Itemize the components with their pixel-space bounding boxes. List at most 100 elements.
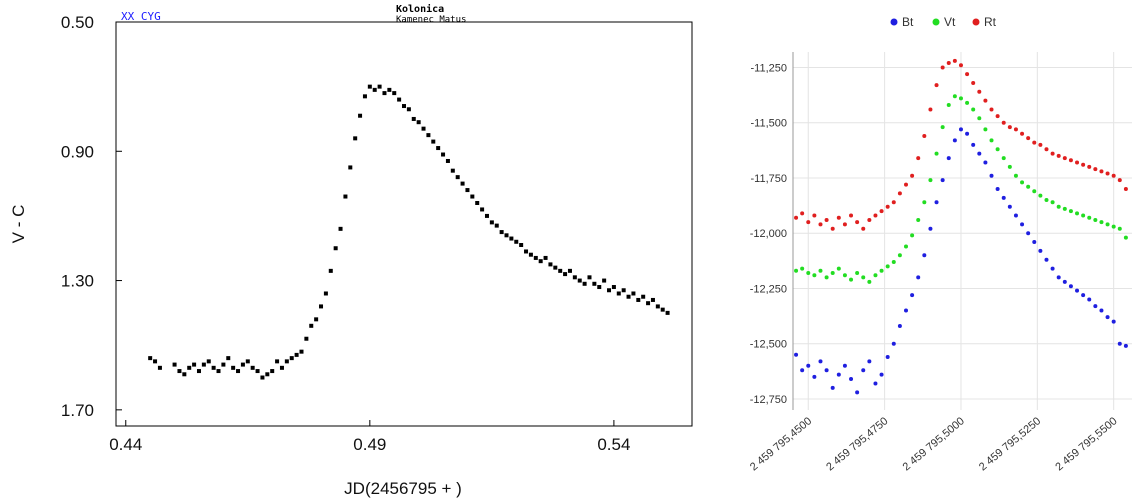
y-tick-label: 1.30 xyxy=(61,272,94,291)
data-point xyxy=(1026,184,1031,189)
data-point xyxy=(548,262,553,267)
y-tick-label: -11,750 xyxy=(751,173,788,185)
data-point xyxy=(922,133,927,138)
data-point xyxy=(226,356,231,361)
data-point xyxy=(563,272,568,277)
data-point xyxy=(1068,158,1073,163)
data-point xyxy=(206,359,211,364)
data-point xyxy=(794,352,799,357)
data-point xyxy=(294,352,299,357)
data-point xyxy=(431,139,436,144)
y-tick-label: -11,500 xyxy=(751,118,788,130)
data-point xyxy=(1087,297,1092,302)
data-point xyxy=(1020,131,1025,136)
data-point xyxy=(465,188,470,193)
data-point xyxy=(1032,240,1037,245)
y-ticks: 0.50 0.90 1.30 1.70 xyxy=(61,13,122,420)
data-point xyxy=(849,213,854,218)
data-point xyxy=(353,136,358,141)
data-point xyxy=(1044,198,1049,203)
data-point xyxy=(655,304,660,309)
data-point xyxy=(977,151,982,156)
data-point xyxy=(660,307,665,312)
data-point xyxy=(1056,204,1061,209)
x-tick-label: 2 459 795,5000 xyxy=(901,415,967,473)
data-point xyxy=(416,120,421,125)
data-point xyxy=(940,178,945,183)
data-point xyxy=(904,244,908,249)
data-point xyxy=(812,273,817,278)
data-point xyxy=(221,362,226,367)
data-point xyxy=(236,369,241,374)
y-tick-label: -12,750 xyxy=(750,394,787,406)
data-point xyxy=(153,359,158,364)
data-point xyxy=(928,107,933,112)
data-point xyxy=(1081,213,1086,218)
data-point xyxy=(1050,151,1055,156)
y-tick-label: -12,000 xyxy=(750,228,787,240)
data-point xyxy=(494,223,499,228)
data-point xyxy=(406,107,411,112)
data-point xyxy=(538,259,543,264)
data-point xyxy=(794,215,799,220)
data-point xyxy=(148,356,153,361)
data-point xyxy=(800,266,805,271)
data-point xyxy=(362,94,367,99)
data-point xyxy=(849,277,854,282)
x-tick-label: 0.49 xyxy=(353,435,386,454)
data-point xyxy=(528,252,533,257)
data-point xyxy=(934,151,939,156)
data-point xyxy=(328,268,333,273)
data-point xyxy=(952,138,957,143)
data-point xyxy=(910,173,915,178)
data-point xyxy=(1062,156,1067,161)
data-point xyxy=(553,265,558,270)
data-point xyxy=(977,116,982,121)
data-point xyxy=(441,152,446,157)
data-point xyxy=(567,268,572,273)
data-point xyxy=(842,273,847,278)
data-point xyxy=(1001,120,1006,125)
legend-marker xyxy=(890,18,898,26)
data-point xyxy=(928,178,933,183)
data-point xyxy=(1013,173,1018,178)
data-point xyxy=(177,369,182,374)
data-point xyxy=(626,294,631,299)
data-point xyxy=(245,359,250,364)
data-point xyxy=(387,87,392,92)
data-point xyxy=(284,359,289,364)
data-point xyxy=(1093,217,1098,222)
x-tick-label: 2 459 795,5250 xyxy=(977,415,1043,473)
data-point xyxy=(836,266,841,271)
data-point xyxy=(965,100,970,105)
data-point xyxy=(514,239,519,244)
data-point xyxy=(952,94,957,99)
data-point xyxy=(1075,160,1080,165)
data-point xyxy=(910,233,915,238)
data-point xyxy=(1056,275,1061,280)
data-point xyxy=(891,259,896,264)
data-point xyxy=(873,381,878,386)
data-point xyxy=(1007,125,1012,130)
data-point xyxy=(873,213,878,218)
data-points xyxy=(794,58,1128,395)
x-ticks: 0.44 0.49 0.54 xyxy=(109,420,630,454)
data-point xyxy=(806,363,811,368)
data-point xyxy=(187,365,192,370)
data-point xyxy=(265,372,270,377)
data-point xyxy=(1038,248,1043,253)
data-point xyxy=(940,125,945,130)
light-curve-chart: XX CYG Kolonica Kamenec Matus V - C JD(2… xyxy=(9,3,693,498)
y-tick-label: -12,500 xyxy=(750,339,787,351)
data-point xyxy=(255,369,260,374)
data-point xyxy=(818,222,823,227)
data-point xyxy=(650,297,655,302)
data-point xyxy=(460,181,465,186)
data-point xyxy=(519,243,524,248)
data-point xyxy=(192,362,197,367)
y-tick-label: 0.90 xyxy=(61,142,94,161)
data-point xyxy=(504,233,509,238)
data-point xyxy=(977,89,982,94)
data-point xyxy=(426,133,431,138)
x-ticks: 2 459 795,4500 2 459 795,4750 2 459 795,50… xyxy=(748,415,1120,473)
